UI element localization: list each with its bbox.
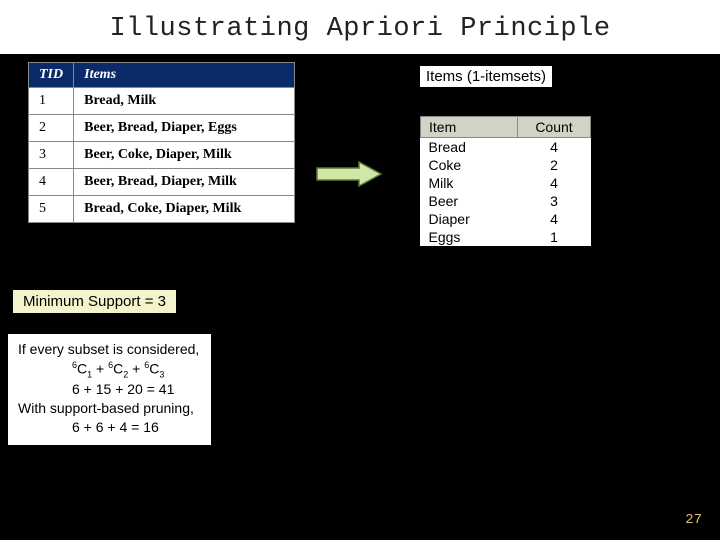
calc-line-5: 6 + 6 + 4 = 16	[18, 418, 199, 437]
it-header-count: Count	[518, 117, 591, 138]
tx-tid: 3	[29, 142, 74, 169]
table-row: Beer3	[421, 192, 591, 210]
it-item: Diaper	[421, 210, 518, 228]
tx-items: Beer, Bread, Diaper, Eggs	[74, 115, 295, 142]
arrow-shape	[317, 162, 381, 186]
tx-items: Beer, Bread, Diaper, Milk	[74, 169, 295, 196]
page-number: 27	[685, 512, 702, 528]
table-row: 1Bread, Milk	[29, 88, 295, 115]
calc-line-4: With support-based pruning,	[18, 399, 199, 418]
slide-title: Illustrating Apriori Principle	[0, 0, 720, 54]
table-row: Eggs1	[421, 228, 591, 246]
table-row: 4Beer, Bread, Diaper, Milk	[29, 169, 295, 196]
tx-items: Beer, Coke, Diaper, Milk	[74, 142, 295, 169]
calc-line-2: 6C1 + 6C2 + 6C3	[18, 359, 199, 381]
tx-tid: 1	[29, 88, 74, 115]
table-row: Milk4	[421, 174, 591, 192]
tx-header-tid: TID	[29, 63, 74, 88]
it-item: Coke	[421, 156, 518, 174]
table-row: 2Beer, Bread, Diaper, Eggs	[29, 115, 295, 142]
it-count: 2	[518, 156, 591, 174]
tx-header-items: Items	[74, 63, 295, 88]
it-header-item: Item	[421, 117, 518, 138]
calc-line-1: If every subset is considered,	[18, 340, 199, 359]
it-count: 4	[518, 174, 591, 192]
table-row: 5Bread, Coke, Diaper, Milk	[29, 196, 295, 223]
it-item: Milk	[421, 174, 518, 192]
tx-items: Bread, Coke, Diaper, Milk	[74, 196, 295, 223]
table-row: Diaper4	[421, 210, 591, 228]
tx-items: Bread, Milk	[74, 88, 295, 115]
it-count: 4	[518, 138, 591, 157]
min-support-box: Minimum Support = 3	[12, 289, 177, 314]
transaction-table: TID Items 1Bread, Milk 2Beer, Bread, Dia…	[28, 62, 295, 223]
it-count: 4	[518, 210, 591, 228]
tx-tid: 2	[29, 115, 74, 142]
it-count: 1	[518, 228, 591, 246]
it-item: Eggs	[421, 228, 518, 246]
tx-tid: 4	[29, 169, 74, 196]
it-item: Beer	[421, 192, 518, 210]
it-item: Bread	[421, 138, 518, 157]
arrow-icon	[315, 159, 385, 189]
itemset-label: Items (1-itemsets)	[420, 66, 552, 87]
itemset-table: Item Count Bread4 Coke2 Milk4 Beer3 Diap…	[420, 116, 591, 246]
table-row: 3Beer, Coke, Diaper, Milk	[29, 142, 295, 169]
table-row: Coke2	[421, 156, 591, 174]
calc-line-3: 6 + 15 + 20 = 41	[18, 380, 199, 399]
tx-tid: 5	[29, 196, 74, 223]
it-count: 3	[518, 192, 591, 210]
table-row: Bread4	[421, 138, 591, 157]
calculation-box: If every subset is considered, 6C1 + 6C2…	[8, 334, 211, 445]
